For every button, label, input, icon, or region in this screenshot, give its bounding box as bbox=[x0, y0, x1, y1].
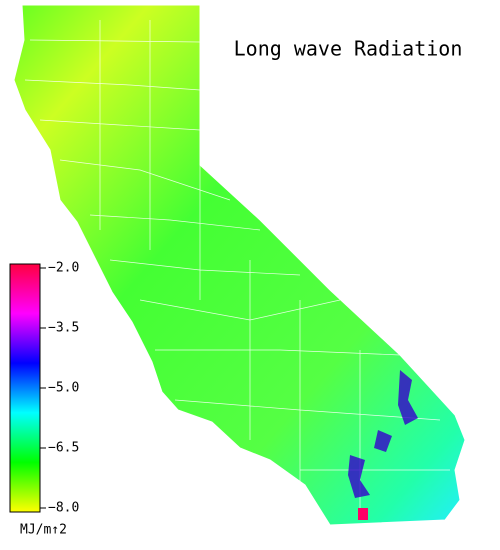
colorbar-tick-label: −6.5 bbox=[48, 441, 79, 456]
peak-patch bbox=[358, 508, 368, 520]
state-shape bbox=[13, 4, 466, 526]
california bbox=[13, 4, 466, 526]
colorbar-tick-label: −8.0 bbox=[48, 501, 79, 516]
high-radiation-patch bbox=[348, 370, 418, 498]
colorbar-tick-label: −2.0 bbox=[48, 261, 79, 276]
map-title: Long wave Radiation bbox=[234, 37, 463, 61]
colorbar bbox=[9, 263, 41, 513]
colorbar-tick-label: −5.0 bbox=[48, 381, 79, 396]
county-lines bbox=[24, 20, 450, 520]
colorbar-tick-label: −3.5 bbox=[48, 321, 79, 336]
colorbar-unit: MJ/m↑2 bbox=[20, 523, 67, 538]
